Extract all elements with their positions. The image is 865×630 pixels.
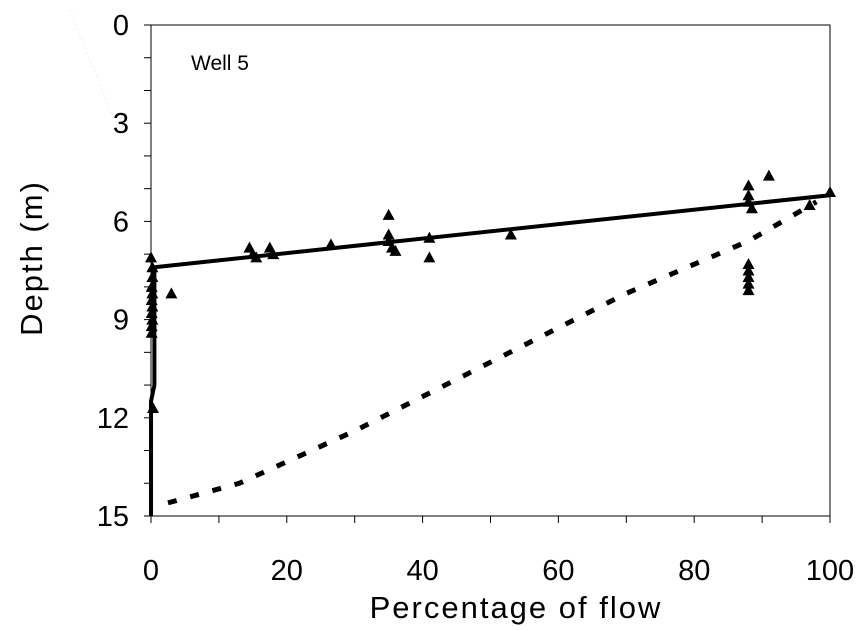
triangle-marker — [742, 264, 755, 276]
triangle-marker — [146, 300, 159, 312]
triangle-marker — [146, 313, 159, 325]
triangle-marker — [145, 320, 158, 332]
triangle-marker — [146, 271, 159, 283]
well-annotation: Well 5 — [191, 52, 249, 75]
triangle-marker — [742, 277, 755, 289]
triangle-marker — [324, 238, 337, 250]
triangle-marker — [504, 228, 517, 240]
x-tick-label: 60 — [542, 555, 574, 587]
solid-flow-line — [149, 193, 831, 516]
triangle-marker — [742, 284, 755, 296]
x-tick-label: 80 — [678, 555, 710, 587]
triangle-marker — [267, 248, 280, 260]
triangle-marker — [745, 202, 758, 214]
triangle-marker — [803, 199, 816, 211]
triangle-marker — [145, 251, 157, 263]
y-tick-label: 3 — [113, 108, 129, 140]
triangle-marker — [423, 251, 436, 263]
triangle-marker — [145, 326, 158, 338]
triangle-marker — [250, 251, 263, 263]
triangle-marker — [824, 185, 836, 197]
triangle-marker — [389, 244, 402, 256]
triangle-marker — [146, 287, 159, 299]
y-tick-label: 6 — [113, 206, 129, 238]
x-tick-label: 0 — [143, 555, 159, 587]
triangle-marker — [762, 169, 775, 181]
triangle-marker — [382, 208, 395, 220]
dotted-trend-line — [167, 199, 818, 506]
triangle-marker — [165, 287, 178, 299]
x-tick-label: 40 — [406, 555, 438, 587]
y-tick-label: 12 — [97, 403, 129, 435]
series-markers — [145, 169, 836, 413]
triangle-marker — [742, 189, 755, 201]
triangle-marker — [145, 307, 158, 319]
series-lines — [149, 193, 831, 516]
triangle-marker — [742, 271, 755, 283]
scan-artifact-line — [69, 9, 119, 131]
plot-frame — [150, 24, 831, 517]
x-tick-label: 100 — [806, 555, 854, 587]
y-axis-ticks: 0 3 6 9 12 15 — [97, 10, 151, 533]
triangle-marker — [145, 293, 158, 305]
x-tick-label: 20 — [271, 555, 303, 587]
triangle-marker — [145, 280, 158, 292]
x-axis-title: Percentage of flow — [370, 590, 663, 625]
y-tick-label: 9 — [113, 305, 129, 337]
triangle-marker — [742, 179, 755, 191]
triangle-marker — [742, 257, 755, 269]
y-axis-title: Depth (m) — [14, 180, 49, 336]
x-axis-ticks: 0 20 40 60 80 100 — [143, 516, 854, 587]
triangle-marker — [423, 231, 436, 243]
triangle-marker — [147, 401, 160, 413]
y-tick-label: 0 — [113, 10, 129, 42]
triangle-marker — [382, 228, 395, 240]
triangle-marker — [146, 261, 159, 273]
y-tick-label: 15 — [97, 501, 129, 533]
